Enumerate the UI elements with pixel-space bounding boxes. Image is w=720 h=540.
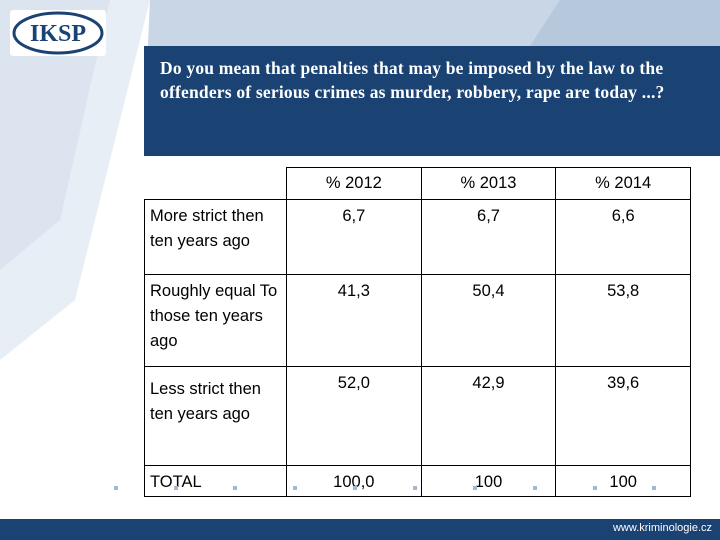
cell-value: 52,0 [286,366,422,466]
header-2012: % 2012 [286,167,422,200]
cell-value: 53,8 [555,274,691,367]
top-right-band [530,0,720,46]
iksp-logo: IKSP [10,10,106,56]
decorative-dot [174,486,178,490]
decorative-dot [533,486,537,490]
cell-value: 100,0 [286,465,422,497]
table-row: Roughly equal To those ten years ago 41,… [144,274,691,367]
decorative-dot [293,486,297,490]
footer-url[interactable]: www.kriminologie.cz [612,522,712,534]
decorative-dot [413,486,417,490]
decorative-dot [233,486,237,490]
question-banner: Do you mean that penalties that may be i… [144,46,720,156]
decorative-dot [114,486,118,490]
header-2014: % 2014 [555,167,691,200]
cell-value: 39,6 [555,366,691,466]
cell-value: 100 [420,465,557,497]
question-text: Do you mean that penalties that may be i… [160,58,665,102]
header-2013: % 2013 [420,167,557,200]
table-row: More strict then ten years ago 6,7 6,7 6… [144,199,691,275]
row-label: Roughly equal To those ten years ago [144,274,287,367]
cell-value: 100 [555,465,691,497]
row-label: More strict then ten years ago [144,199,287,275]
cell-value: 50,4 [420,274,557,367]
decorative-dot [473,486,477,490]
decorative-dot [353,486,357,490]
row-label: TOTAL [144,465,287,497]
results-table: % 2012 % 2013 % 2014 More strict then te… [144,167,691,497]
cell-value: 6,7 [420,199,557,275]
row-label: Less strict then ten years ago [144,366,287,466]
table-header-row: % 2012 % 2013 % 2014 [144,167,691,200]
left-inner-band [0,0,110,270]
table-row-total: TOTAL 100,0 100 100 [144,465,691,497]
logo-text: IKSP [30,21,86,47]
cell-value: 6,6 [555,199,691,275]
table-row: Less strict then ten years ago 52,0 42,9… [144,366,691,466]
cell-value: 6,7 [286,199,422,275]
cell-value: 41,3 [286,274,422,367]
decorative-dot [593,486,597,490]
footer-bar: www.kriminologie.cz [0,519,720,540]
cell-value: 42,9 [420,366,557,466]
header-corner [144,167,287,200]
decorative-dot [652,486,656,490]
